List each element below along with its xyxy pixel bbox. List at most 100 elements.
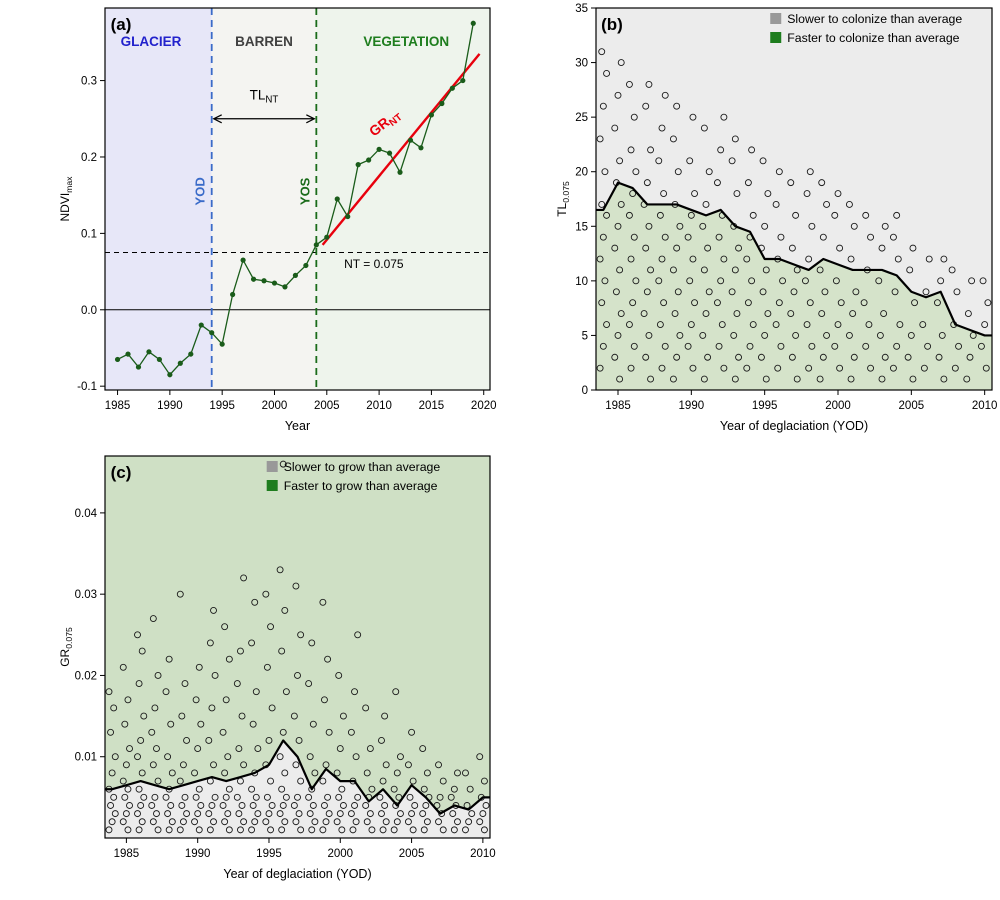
panel-label-b: (b) [601,15,623,34]
y-tick-label: 0.3 [81,76,97,88]
area-below-mean [596,182,992,390]
data-point [647,266,655,274]
data-point [122,761,130,769]
data-point [720,364,728,372]
data-point [149,615,157,623]
data-point [748,277,756,285]
data-point [279,728,287,736]
data-point [354,793,362,801]
data-point [439,100,445,107]
data-point [462,769,469,777]
data-point [309,720,317,728]
data-point [165,826,173,834]
data-point [687,211,695,219]
data-point [627,364,635,372]
data-point [806,299,814,307]
data-point [625,321,633,328]
data-point [611,244,619,252]
data-point [146,349,152,355]
data-point [616,266,624,274]
data-point [268,802,276,809]
data-point [762,266,770,274]
data-point [603,211,611,219]
y-tick-label: 0.1 [81,228,97,240]
data-point [119,818,127,826]
data-point [832,277,840,285]
data-point [376,146,382,152]
data-point [699,331,707,339]
data-point [630,113,638,121]
data-point [248,639,256,647]
data-point [105,688,113,696]
data-point [248,785,256,793]
data-point [422,802,430,809]
data-point [764,190,772,197]
data-point [351,688,358,696]
data-point [788,353,796,361]
data-point [761,222,769,230]
data-point [210,606,217,614]
data-point [793,375,801,383]
data-point [151,793,159,801]
data-point [673,244,681,252]
data-point [691,190,699,197]
data-point [746,342,754,350]
tl-arrowhead-right [306,114,316,124]
data-point [386,150,393,156]
data-point [235,745,243,753]
data-point [831,211,839,219]
data-point [222,696,230,704]
x-tick-label: 1995 [209,400,235,412]
data-point [655,157,663,165]
data-point [658,124,666,132]
data-point [198,322,204,328]
data-point [319,598,327,606]
data-point [596,255,604,263]
data-point [153,810,160,818]
data-point [208,802,216,809]
data-point [878,375,886,383]
data-point [419,810,427,818]
data-point [168,818,176,826]
data-point [803,190,811,197]
data-point [363,818,371,826]
data-point [704,353,712,361]
data-point [406,793,414,801]
data-point [195,826,203,834]
data-point [801,277,809,285]
data-point [240,574,248,582]
data-point [154,671,162,679]
data-point [279,802,287,809]
region-barren [211,8,317,390]
data-point [397,169,403,175]
data-point [352,753,360,761]
data-point [889,364,897,372]
data-point [248,826,256,834]
data-point [611,124,619,132]
data-point [206,826,214,834]
data-point [966,353,974,361]
data-point [596,364,604,372]
data-point [420,785,428,793]
data-point [889,233,897,241]
y-tick-label: 35 [575,3,588,15]
mean-line [596,181,992,337]
data-point [713,299,721,307]
data-point [845,201,853,208]
data-point [282,793,290,801]
data-point [224,810,232,818]
data-point [818,179,826,187]
data-point [167,802,175,809]
data-point [393,769,401,777]
data-point [676,331,684,339]
data-point [731,266,739,274]
data-point [922,288,930,296]
data-point [181,680,189,688]
data-point [194,745,202,753]
data-point [366,157,372,163]
data-point [702,201,710,208]
data-point [658,364,666,372]
data-point [135,785,143,793]
data-point [647,146,655,154]
data-point [834,190,842,197]
